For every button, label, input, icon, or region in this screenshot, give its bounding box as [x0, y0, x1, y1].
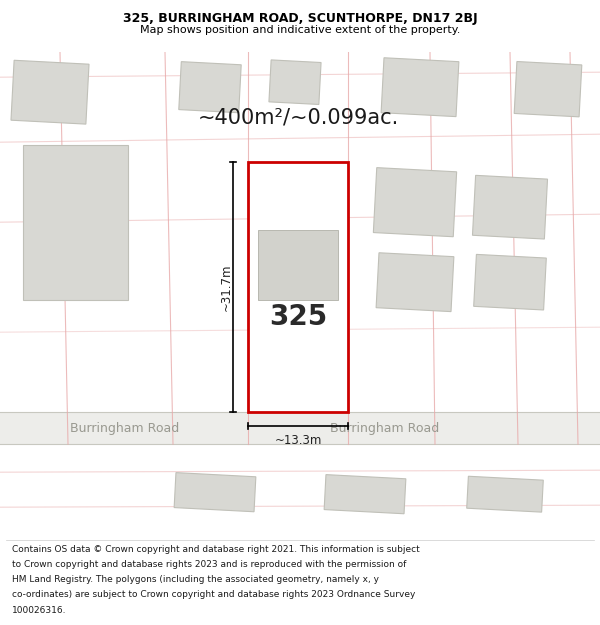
- Bar: [248, 162, 348, 412]
- Text: co-ordinates) are subject to Crown copyright and database rights 2023 Ordnance S: co-ordinates) are subject to Crown copyr…: [12, 591, 415, 599]
- Bar: [467, 476, 543, 512]
- Bar: [373, 168, 457, 237]
- Text: Burringham Road: Burringham Road: [70, 422, 179, 434]
- Text: ~400m²/~0.099ac.: ~400m²/~0.099ac.: [197, 107, 398, 127]
- Bar: [514, 61, 582, 117]
- Bar: [23, 144, 128, 299]
- Text: 325: 325: [269, 303, 327, 331]
- Bar: [381, 58, 459, 117]
- Bar: [174, 472, 256, 512]
- Bar: [11, 60, 89, 124]
- Bar: [473, 254, 547, 310]
- Text: Contains OS data © Crown copyright and database right 2021. This information is : Contains OS data © Crown copyright and d…: [12, 544, 420, 554]
- Bar: [269, 60, 321, 104]
- Text: Burringham Road: Burringham Road: [330, 422, 439, 434]
- Text: 100026316.: 100026316.: [12, 606, 67, 615]
- Text: 325, BURRINGHAM ROAD, SCUNTHORPE, DN17 2BJ: 325, BURRINGHAM ROAD, SCUNTHORPE, DN17 2…: [122, 12, 478, 25]
- Text: ~31.7m: ~31.7m: [220, 263, 233, 311]
- Text: Map shows position and indicative extent of the property.: Map shows position and indicative extent…: [140, 25, 460, 35]
- Bar: [0, 412, 600, 444]
- Text: ~13.3m: ~13.3m: [274, 434, 322, 447]
- Bar: [376, 253, 454, 312]
- Text: HM Land Registry. The polygons (including the associated geometry, namely x, y: HM Land Registry. The polygons (includin…: [12, 575, 379, 584]
- Bar: [472, 176, 548, 239]
- Bar: [258, 229, 338, 299]
- Text: to Crown copyright and database rights 2023 and is reproduced with the permissio: to Crown copyright and database rights 2…: [12, 560, 406, 569]
- Bar: [179, 62, 241, 112]
- Bar: [324, 474, 406, 514]
